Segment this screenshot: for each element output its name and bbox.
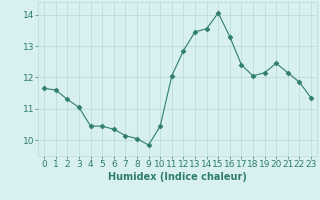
X-axis label: Humidex (Indice chaleur): Humidex (Indice chaleur) <box>108 172 247 182</box>
